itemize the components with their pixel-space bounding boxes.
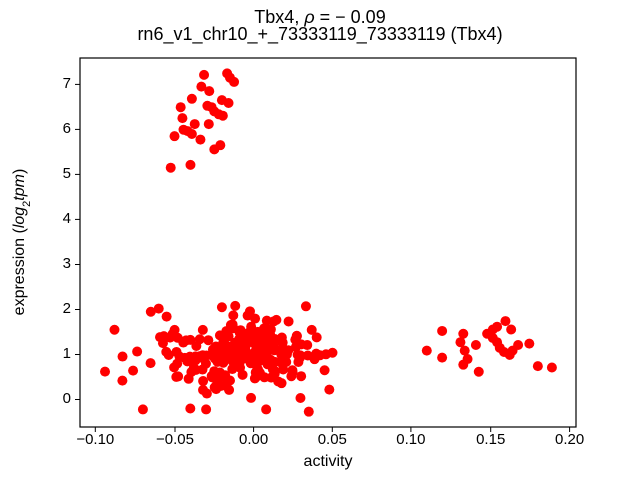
svg-text:rn6_v1_chr10_+_73333119_733331: rn6_v1_chr10_+_73333119_73333119 (Tbx4) <box>137 24 502 45</box>
svg-text:0.20: 0.20 <box>555 431 584 448</box>
svg-text:expression (log2tpm): expression (log2tpm) <box>11 169 33 316</box>
svg-text:activity: activity <box>304 453 353 470</box>
svg-text:0.15: 0.15 <box>476 431 505 448</box>
svg-text:3: 3 <box>63 255 71 272</box>
svg-text:7: 7 <box>63 75 71 92</box>
svg-text:0.05: 0.05 <box>318 431 347 448</box>
svg-text:1: 1 <box>63 345 71 362</box>
svg-text:2: 2 <box>63 300 71 317</box>
svg-text:0: 0 <box>63 390 71 407</box>
svg-text:4: 4 <box>63 210 71 227</box>
svg-text:−0.10: −0.10 <box>76 431 114 448</box>
svg-text:0.10: 0.10 <box>396 431 425 448</box>
svg-text:0.00: 0.00 <box>239 431 268 448</box>
svg-text:5: 5 <box>63 165 71 182</box>
svg-text:6: 6 <box>63 120 71 137</box>
svg-text:−0.05: −0.05 <box>156 431 194 448</box>
